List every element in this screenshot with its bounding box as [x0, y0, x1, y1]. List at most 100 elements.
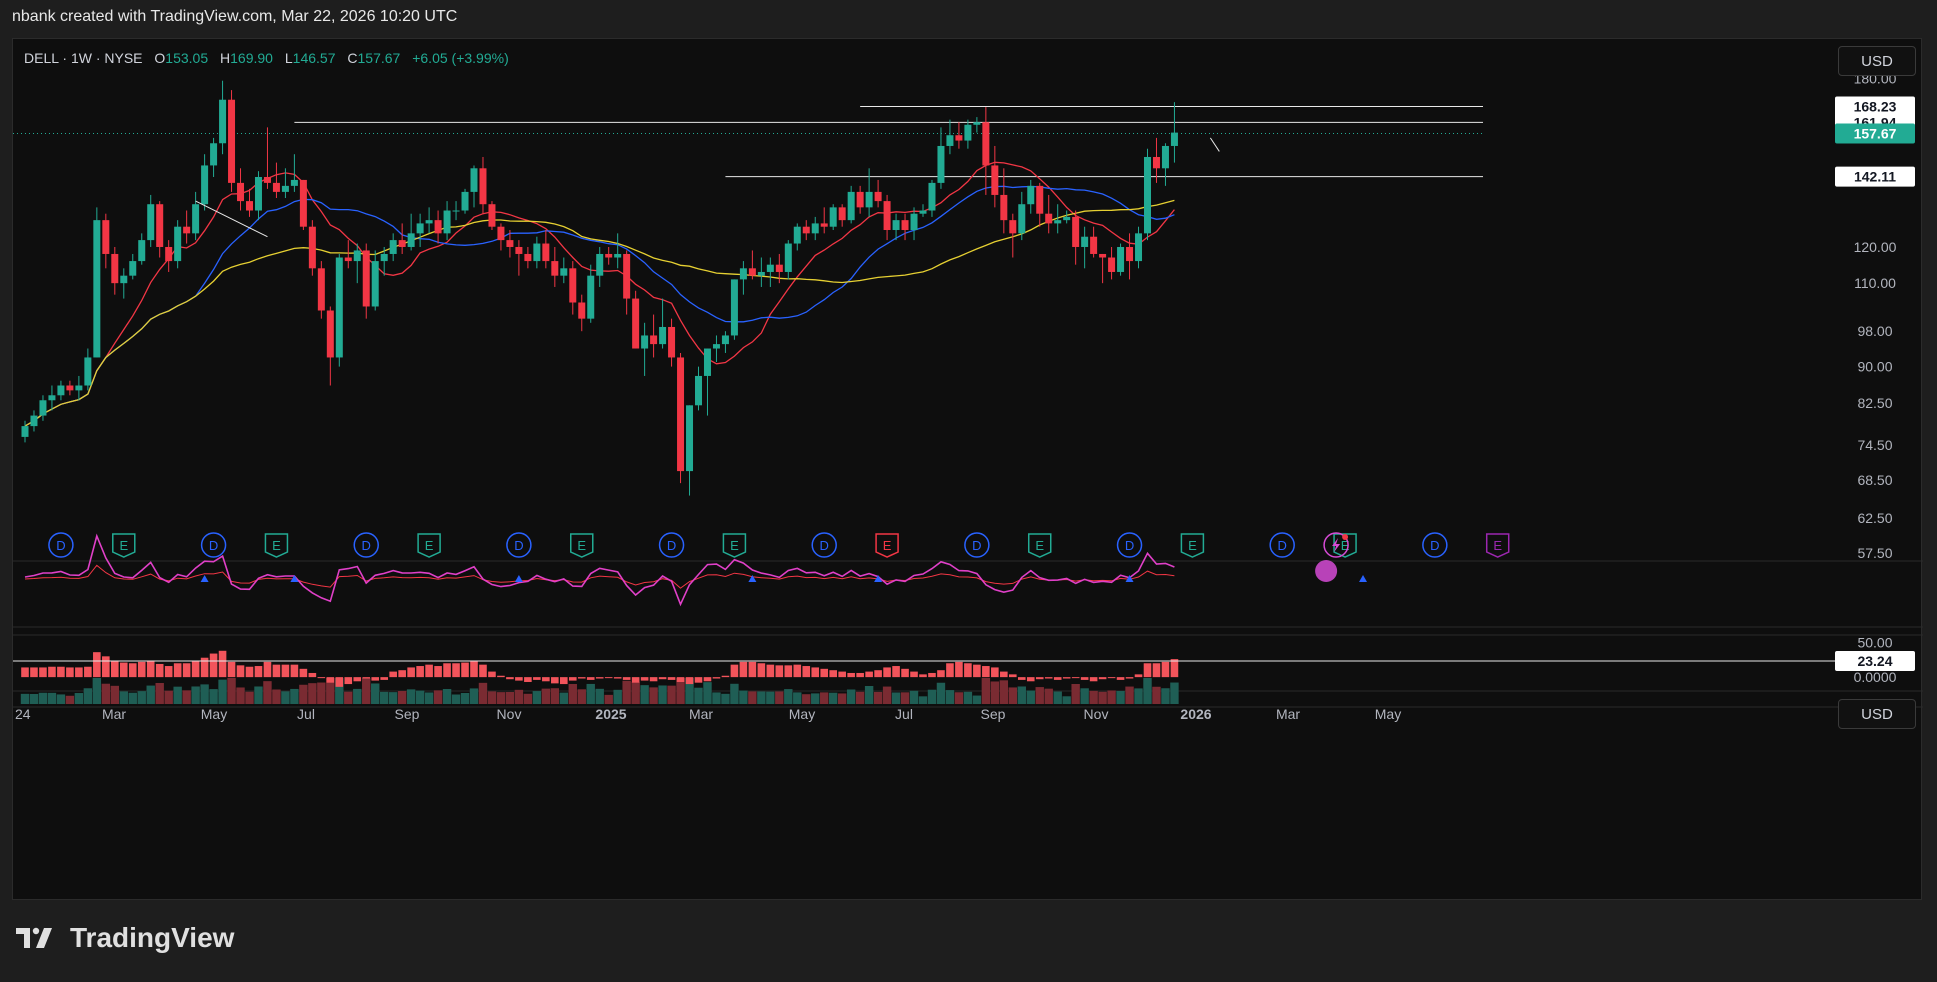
chart-frame[interactable]: 180.00 120.00 110.00 98.00 90.00 82.50 74.50 68… — [12, 38, 1923, 901]
earnings-marker-icon[interactable] — [1027, 533, 1052, 558]
oscillator-bar — [425, 664, 433, 678]
dividend-marker-label: D — [972, 538, 981, 553]
dividend-marker-label: D — [56, 538, 65, 553]
volume-bar — [415, 690, 425, 704]
volume-bar — [299, 684, 308, 704]
candle — [344, 257, 352, 262]
currency-button[interactable]: USD — [1838, 46, 1916, 76]
volume-bar — [469, 688, 479, 704]
candle — [263, 176, 271, 183]
earnings-marker-icon[interactable] — [264, 533, 289, 558]
dividend-marker-icon[interactable] — [506, 532, 532, 558]
volume-bar — [523, 693, 533, 704]
trendline[interactable] — [195, 200, 268, 238]
oscillator-bar — [892, 666, 900, 678]
earnings-marker-icon[interactable] — [1485, 533, 1510, 558]
earnings-marker-icon[interactable] — [1333, 533, 1357, 558]
volume-bar — [909, 690, 919, 704]
candle — [443, 210, 451, 234]
dividend-marker-icon[interactable] — [964, 532, 990, 558]
volume-bar — [290, 688, 299, 704]
dividend-marker-icon[interactable] — [658, 532, 685, 558]
oscillator-bar — [757, 663, 766, 678]
oscillator-bar — [308, 672, 317, 678]
chart-canvas[interactable]: 180.00120.00110.0098.0090.0082.5074.5068… — [13, 39, 1923, 901]
indicator-main-line — [24, 533, 1175, 607]
price-label: 142.11 — [1854, 169, 1896, 185]
oscillator-bar — [883, 667, 891, 678]
earnings-marker-icon[interactable] — [875, 533, 899, 558]
dividend-marker-icon[interactable] — [1422, 532, 1448, 558]
volume-bar — [613, 689, 622, 704]
dividend-marker-icon[interactable] — [1116, 532, 1143, 558]
dividend-marker-icon[interactable] — [1269, 532, 1295, 558]
volume-bar — [335, 678, 344, 704]
symbol-label[interactable]: DELL · 1W · NYSE — [24, 50, 143, 66]
volume-bar — [873, 691, 883, 704]
oscillator-bar — [991, 667, 999, 678]
oscillator-bar — [93, 652, 101, 678]
earnings-marker-icon[interactable] — [417, 533, 441, 558]
dividend-marker-icon[interactable] — [353, 532, 379, 558]
candle — [299, 179, 307, 227]
volume-bar — [65, 695, 75, 704]
moving-average-slow — [24, 199, 1175, 427]
candle — [470, 168, 478, 192]
high-key: H — [220, 50, 231, 66]
volume-bar — [622, 680, 631, 704]
oscillator-bar — [209, 653, 218, 678]
earnings-marker-icon[interactable] — [1180, 533, 1205, 558]
price-axis-tick: 98.00 — [1857, 323, 1892, 339]
earnings-marker-label: E — [425, 538, 434, 553]
volume-bar — [864, 685, 874, 704]
candle — [371, 261, 379, 307]
volume-bar — [308, 683, 317, 704]
oscillator-bar — [119, 662, 128, 678]
dividend-marker-label: D — [362, 538, 371, 553]
candle — [479, 168, 487, 205]
oscillator-bar — [416, 666, 424, 678]
lightning-icon — [1332, 538, 1341, 552]
volume-bar — [846, 689, 856, 704]
time-axis-label: Mar — [1276, 706, 1300, 722]
candle — [156, 204, 164, 247]
volume-bar — [119, 691, 128, 704]
oscillator-bar — [137, 661, 146, 678]
oscillator-bar — [928, 672, 936, 678]
earnings-marker-icon[interactable] — [112, 533, 136, 558]
oscillator-bar — [389, 671, 397, 678]
oscillator-bar — [452, 663, 460, 678]
dividend-marker-icon[interactable] — [811, 532, 837, 558]
dividend-marker-icon[interactable] — [200, 532, 227, 558]
earnings-marker-icon[interactable] — [722, 533, 747, 558]
earnings-marker-label: E — [730, 538, 739, 553]
volume-bar — [83, 688, 93, 704]
volume-bar — [380, 691, 389, 704]
time-axis-label: Nov — [1084, 706, 1109, 722]
candle — [901, 220, 909, 231]
candle — [587, 275, 595, 319]
dividend-marker-icon[interactable] — [48, 532, 74, 558]
volume-bar — [981, 678, 991, 704]
footer-brand[interactable]: TradingView — [14, 922, 234, 954]
indicator-up-arrow-icon — [290, 575, 299, 582]
volume-bar — [1017, 686, 1026, 704]
candle — [551, 261, 559, 276]
oscillator-bar — [218, 650, 227, 678]
candle — [560, 268, 568, 276]
volume-bar — [281, 691, 290, 704]
volume-bar — [254, 686, 263, 704]
volume-bar — [92, 678, 102, 704]
volume-bar — [209, 689, 218, 704]
candle — [1161, 145, 1169, 169]
trendline[interactable] — [1209, 137, 1220, 152]
earnings-marker-icon[interactable] — [570, 533, 594, 558]
oscillator-bar — [721, 675, 730, 678]
volume-bar — [936, 682, 946, 704]
oscillator-bar — [362, 677, 371, 679]
currency-button-indicator[interactable]: USD — [1838, 699, 1916, 729]
candle — [1036, 185, 1044, 214]
split-marker-icon[interactable] — [1323, 532, 1349, 558]
low-value: 146.57 — [292, 50, 336, 66]
volume-bar — [451, 694, 461, 704]
